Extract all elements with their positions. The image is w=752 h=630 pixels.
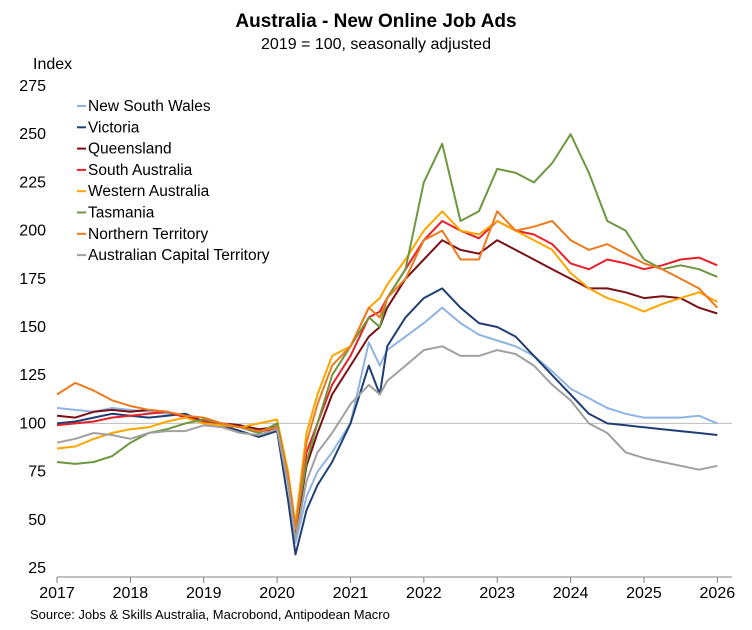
series-line (56, 210, 719, 531)
legend-label: Australian Capital Territory (88, 247, 270, 264)
legend-label: Victoria (88, 119, 140, 136)
y-tick-label: 225 (19, 174, 46, 191)
series-lines (56, 133, 719, 556)
x-tick-label: 2024 (553, 585, 589, 602)
y-tick-label: 275 (19, 78, 46, 95)
chart-subtitle: 2019 = 100, seasonally adjusted (261, 36, 491, 53)
x-tick-label: 2017 (39, 585, 75, 602)
x-tick-label: 2019 (186, 585, 222, 602)
series-line (56, 133, 718, 529)
x-tick-label: 2020 (259, 585, 295, 602)
y-axis-ticks: 25 50 75 100 125 150 175 200 225 250 275 (19, 78, 46, 577)
x-tick-label: 2023 (479, 585, 515, 602)
x-tick-label: 2018 (113, 585, 149, 602)
series-line (56, 210, 718, 525)
y-tick-label: 50 (28, 512, 46, 529)
source-note: Source: Jobs & Skills Australia, Macrobo… (30, 607, 390, 622)
x-axis: 2017 2018 2019 2020 2021 2022 2023 2024 2025 2026 (39, 576, 736, 602)
legend-label: Tasmania (88, 205, 155, 222)
chart-title: Australia - New Online Job Ads (235, 11, 516, 32)
x-tick-label: 2022 (406, 585, 442, 602)
legend-label: Queensland (88, 141, 172, 158)
legend-label: Western Australia (88, 183, 210, 200)
y-tick-label: 200 (19, 223, 46, 240)
x-tick-label: 2026 (700, 585, 736, 602)
series-line (56, 287, 718, 556)
y-axis-label: Index (33, 56, 72, 73)
y-tick-label: 75 (28, 464, 46, 481)
y-tick-label: 25 (28, 560, 46, 577)
legend: New South Wales Victoria Queensland South A… (77, 98, 270, 264)
legend-label: Northern Territory (88, 226, 209, 243)
x-tick-label: 2025 (626, 585, 662, 602)
x-tick-label: 2021 (333, 585, 369, 602)
y-tick-label: 100 (19, 415, 46, 432)
y-tick-label: 175 (19, 271, 46, 288)
series-line (56, 220, 718, 531)
y-tick-label: 125 (19, 367, 46, 384)
series-line (56, 345, 718, 541)
legend-label: South Australia (88, 162, 193, 179)
y-tick-label: 250 (19, 126, 46, 143)
legend-label: New South Wales (88, 98, 211, 115)
y-tick-label: 150 (19, 319, 46, 336)
